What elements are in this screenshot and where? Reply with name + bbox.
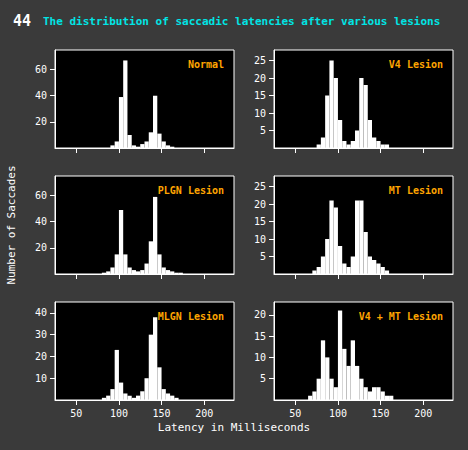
svg-text:Normal: Normal [188, 59, 224, 70]
svg-text:25: 25 [254, 181, 266, 192]
svg-text:15: 15 [254, 216, 266, 227]
svg-text:50: 50 [289, 408, 301, 419]
svg-text:20: 20 [254, 73, 266, 84]
svg-text:44: 44 [13, 12, 31, 30]
svg-text:10: 10 [254, 234, 266, 245]
svg-text:20: 20 [35, 351, 47, 362]
svg-text:40: 40 [35, 307, 47, 318]
svg-text:100: 100 [110, 408, 128, 419]
svg-text:20: 20 [254, 199, 266, 210]
svg-text:10: 10 [35, 373, 47, 384]
svg-text:5: 5 [260, 373, 266, 384]
svg-text:60: 60 [35, 64, 47, 75]
svg-text:10: 10 [254, 352, 266, 363]
svg-text:40: 40 [35, 90, 47, 101]
svg-text:10: 10 [254, 108, 266, 119]
svg-text:100: 100 [329, 408, 347, 419]
svg-text:Latency in Milliseconds: Latency in Milliseconds [158, 421, 310, 434]
svg-text:5: 5 [260, 125, 266, 136]
svg-text:30: 30 [35, 329, 47, 340]
svg-text:50: 50 [70, 408, 82, 419]
svg-text:40: 40 [35, 216, 47, 227]
svg-text:Number of Saccades: Number of Saccades [5, 165, 18, 284]
svg-text:V4 + MT Lesion: V4 + MT Lesion [359, 311, 443, 322]
svg-text:MLGN Lesion: MLGN Lesion [158, 311, 224, 322]
svg-text:15: 15 [254, 331, 266, 342]
svg-text:200: 200 [414, 408, 432, 419]
svg-text:200: 200 [195, 408, 213, 419]
svg-text:5: 5 [260, 251, 266, 262]
svg-text:V4 Lesion: V4 Lesion [389, 59, 443, 70]
svg-text:20: 20 [35, 116, 47, 127]
svg-text:60: 60 [35, 190, 47, 201]
svg-text:The distribution of saccadic l: The distribution of saccadic latencies a… [43, 15, 440, 28]
svg-text:PLGN Lesion: PLGN Lesion [158, 185, 224, 196]
svg-text:20: 20 [35, 242, 47, 253]
svg-text:150: 150 [153, 408, 171, 419]
svg-text:25: 25 [254, 55, 266, 66]
svg-text:150: 150 [372, 408, 390, 419]
svg-text:20: 20 [254, 309, 266, 320]
svg-text:15: 15 [254, 90, 266, 101]
svg-text:MT Lesion: MT Lesion [389, 185, 443, 196]
